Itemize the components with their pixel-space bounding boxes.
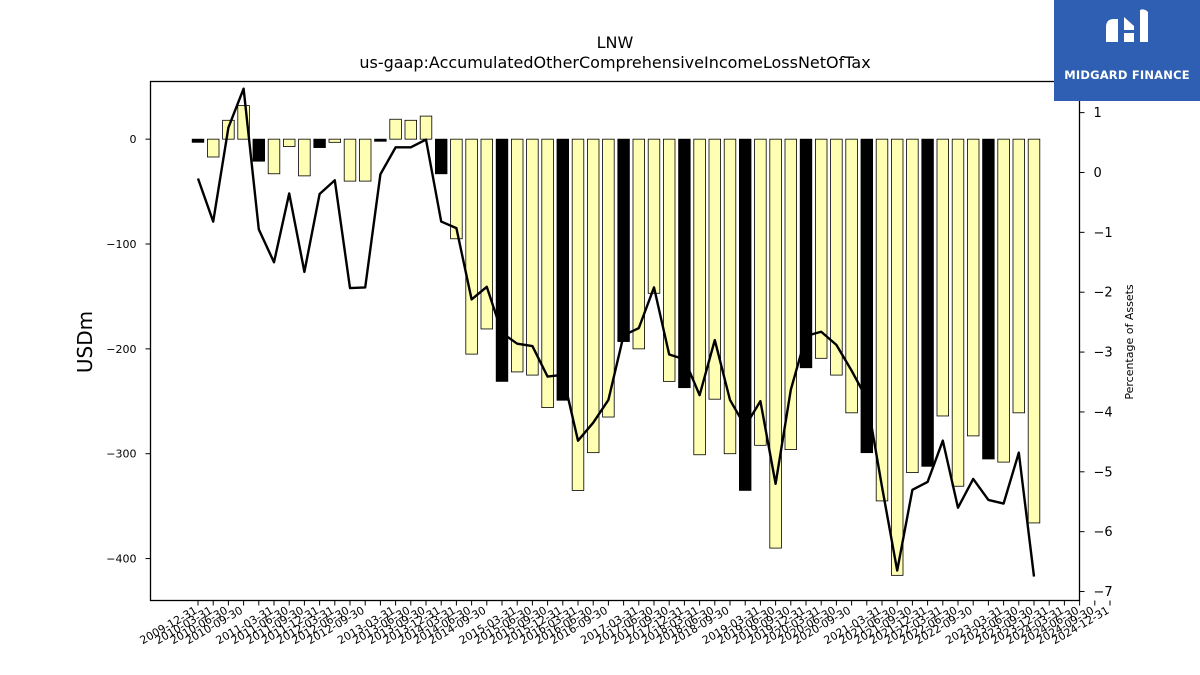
bar-2022-12-31	[982, 138, 995, 460]
bar-2017-12-31	[678, 138, 691, 389]
y2-tick-label: −3	[1094, 346, 1113, 361]
bar-2017-06-30	[647, 138, 661, 294]
bar-2020-12-31	[860, 138, 874, 454]
bar-2021-09-30	[906, 138, 919, 473]
bar-2009-12-31	[191, 138, 205, 143]
y2-tick-label: 1	[1094, 106, 1102, 121]
y-tick-label: 0	[130, 133, 137, 146]
y2-tick-label: −7	[1094, 585, 1113, 600]
bar-2021-12-31	[921, 138, 934, 467]
y-tick-label: −100	[106, 238, 136, 251]
y-tick-label: −200	[106, 343, 136, 356]
bar-2022-03-31	[936, 138, 950, 417]
y2-axis-label: Percentage of Assets	[1123, 284, 1136, 400]
bar-2010-09-30	[237, 105, 250, 140]
bar-2010-12-31	[252, 138, 266, 162]
bar-2012-12-31	[374, 138, 387, 142]
bar-2017-09-30	[663, 138, 676, 382]
series-line-percentage	[196, 87, 1036, 577]
bar-2020-09-30	[845, 138, 858, 414]
bar-2019-09-30	[784, 138, 798, 450]
bar-2014-12-31	[495, 138, 509, 382]
plot-frame	[149, 80, 1081, 602]
y2-tick-label: −2	[1094, 286, 1113, 301]
y2-tick-label: −4	[1094, 405, 1113, 420]
axis-ticks: 0−100−200−300−40010−1−2−3−4−5−6−72009-12…	[106, 106, 1112, 647]
logo-mark-icon	[1106, 9, 1148, 43]
bar-2019-03-31	[754, 138, 767, 446]
bar-2011-09-30	[298, 138, 311, 177]
bar-2013-12-31	[434, 138, 448, 175]
bar-2018-12-31	[739, 138, 752, 491]
bar-2015-06-30	[526, 138, 539, 376]
brand-logo: MIDGARD FINANCE	[1054, 0, 1200, 101]
bar-2011-12-31	[313, 138, 326, 148]
bar-2015-12-31	[556, 138, 570, 401]
bar-2023-03-31	[997, 138, 1010, 463]
bar-2012-09-30	[358, 138, 372, 182]
bar-2019-12-31	[799, 138, 813, 369]
bar-2014-06-30	[465, 138, 478, 355]
bar-2020-03-31	[815, 138, 828, 359]
bar-2016-03-31	[571, 138, 585, 491]
bar-2014-03-31	[450, 138, 463, 240]
bar-2022-06-30	[951, 138, 965, 487]
bar-2010-03-31	[206, 138, 220, 158]
bar-2021-03-31	[875, 138, 889, 502]
bar-2018-03-31	[693, 138, 706, 456]
bar-2017-03-31	[632, 138, 646, 350]
bar-2013-03-31	[389, 118, 402, 140]
bar-2013-06-30	[404, 119, 418, 140]
logo-text: MIDGARD FINANCE	[1064, 68, 1190, 82]
chart-subtitle: us-gaap:AccumulatedOtherComprehensiveInc…	[359, 53, 870, 72]
bar-2011-06-30	[282, 138, 296, 147]
chart-title: LNW	[597, 33, 634, 52]
bar-2012-03-31	[328, 138, 342, 143]
y2-tick-label: −5	[1094, 465, 1113, 480]
bar-2020-06-30	[830, 138, 843, 376]
bar-2016-09-30	[602, 138, 615, 418]
bar-2021-06-30	[891, 138, 904, 576]
y-axis-label: USDm	[73, 311, 97, 373]
bar-2018-09-30	[723, 138, 737, 455]
bar-2015-03-31	[510, 138, 524, 373]
bar-2014-09-30	[480, 138, 494, 330]
bar-2022-09-30	[967, 138, 980, 437]
bar-2019-06-30	[769, 138, 782, 549]
y-tick-label: −400	[106, 553, 136, 566]
bar-2012-06-30	[343, 138, 357, 182]
y2-tick-label: −1	[1094, 226, 1113, 241]
bar-2023-06-30	[1012, 138, 1026, 414]
y-tick-label: −300	[106, 448, 136, 461]
bar-2015-09-30	[541, 138, 554, 408]
bar-2016-06-30	[587, 138, 600, 454]
bar-2011-03-31	[267, 138, 281, 175]
bar-2016-12-31	[617, 138, 630, 342]
bar-2013-09-30	[419, 115, 433, 140]
bar-2018-06-30	[708, 138, 722, 400]
plot-area	[191, 87, 1041, 577]
y2-tick-label: 0	[1094, 166, 1102, 181]
y2-tick-label: −6	[1094, 525, 1113, 540]
bar-2023-09-30	[1027, 138, 1041, 524]
